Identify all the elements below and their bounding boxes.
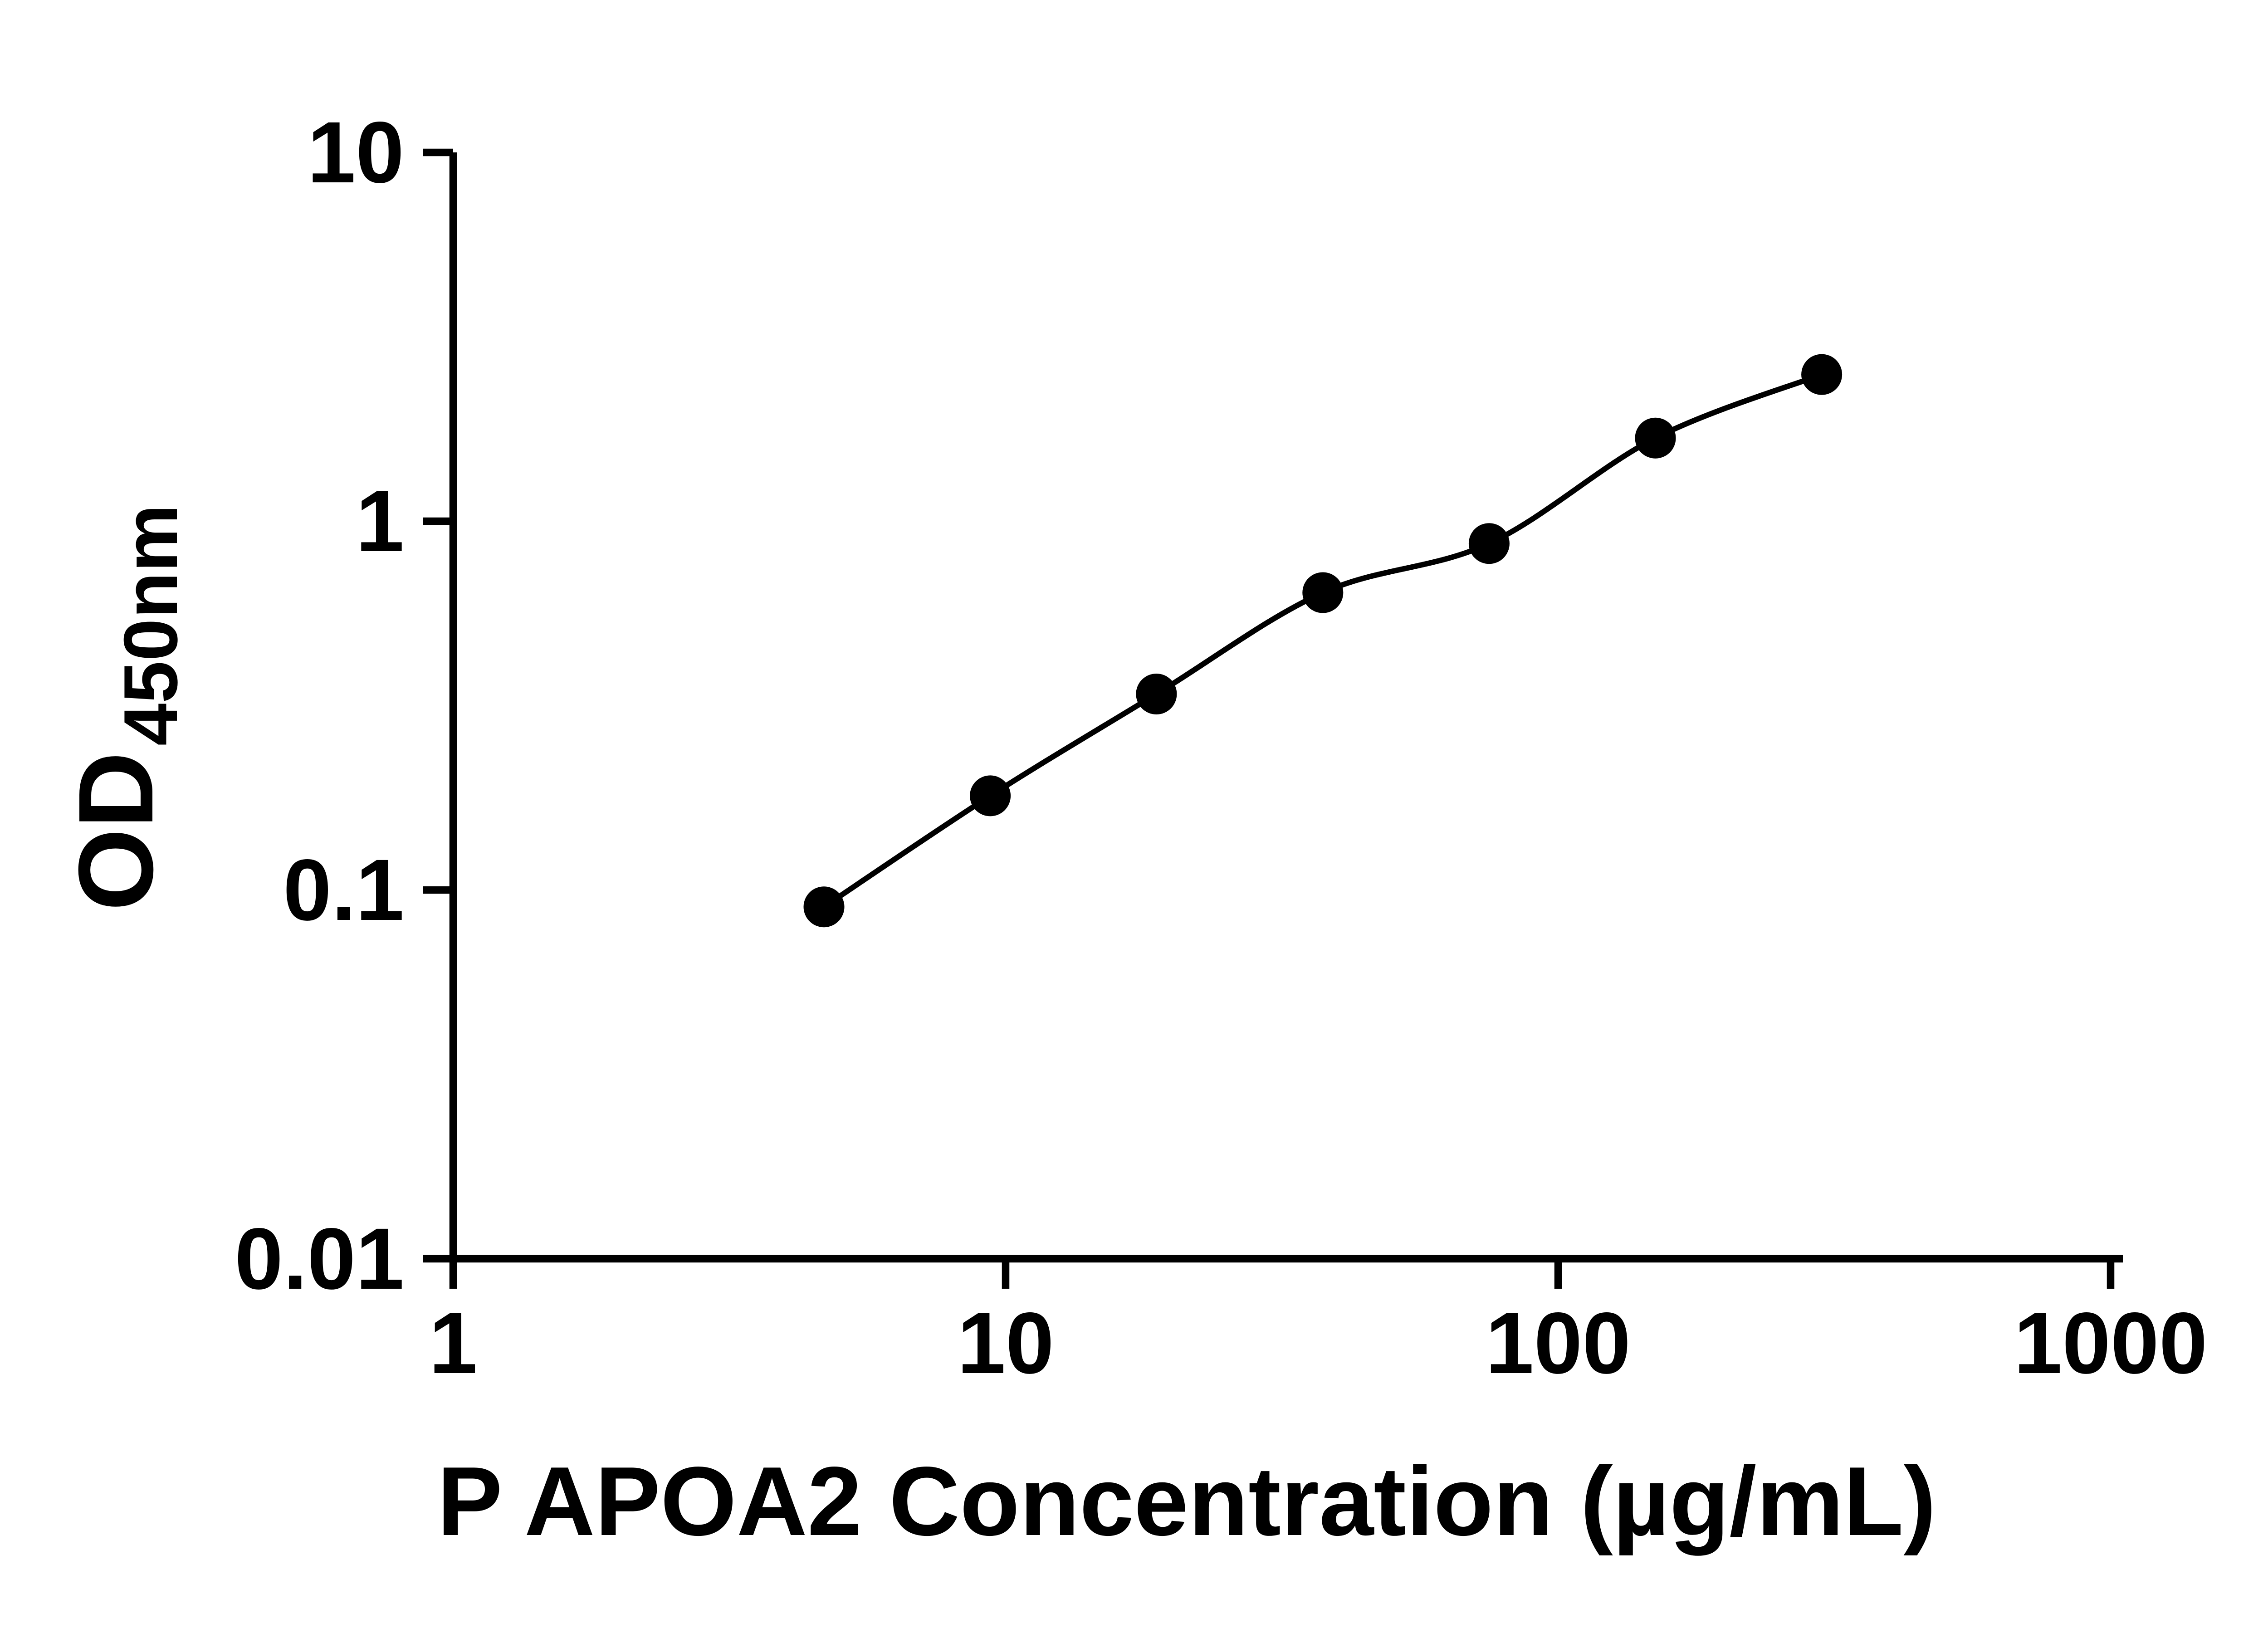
data-point [1136, 674, 1177, 714]
data-point [1635, 417, 1676, 459]
axes [449, 152, 2123, 1263]
data-series [803, 354, 1843, 928]
y-tick-label: 0.1 [283, 841, 404, 939]
data-point [1468, 523, 1510, 564]
data-point [1302, 572, 1344, 613]
y-axis-title-subscript: 450nm [108, 504, 193, 746]
data-point [803, 886, 845, 928]
x-axis-title: P APOA2 Concentration (µg/mL) [437, 1446, 1936, 1556]
data-point [970, 775, 1011, 816]
data-point [1801, 354, 1843, 395]
x-tick-label: 1 [429, 1294, 478, 1392]
y-axis-title: OD 450nm [56, 504, 193, 911]
x-tick-label: 10 [957, 1294, 1054, 1392]
x-tick-label: 100 [1486, 1294, 1631, 1392]
y-tick-label: 1 [356, 472, 404, 570]
tick-labels: 1 10 100 1000 0.01 0.1 1 10 [235, 103, 2207, 1392]
fit-curve [822, 372, 1823, 909]
x-tick-label: 1000 [2014, 1294, 2207, 1392]
y-tick-label: 10 [307, 103, 404, 201]
y-tick-label: 0.01 [235, 1210, 404, 1307]
ticks [423, 148, 2115, 1289]
axis-spine [449, 152, 2123, 1263]
y-axis-title-base: OD [56, 752, 175, 911]
